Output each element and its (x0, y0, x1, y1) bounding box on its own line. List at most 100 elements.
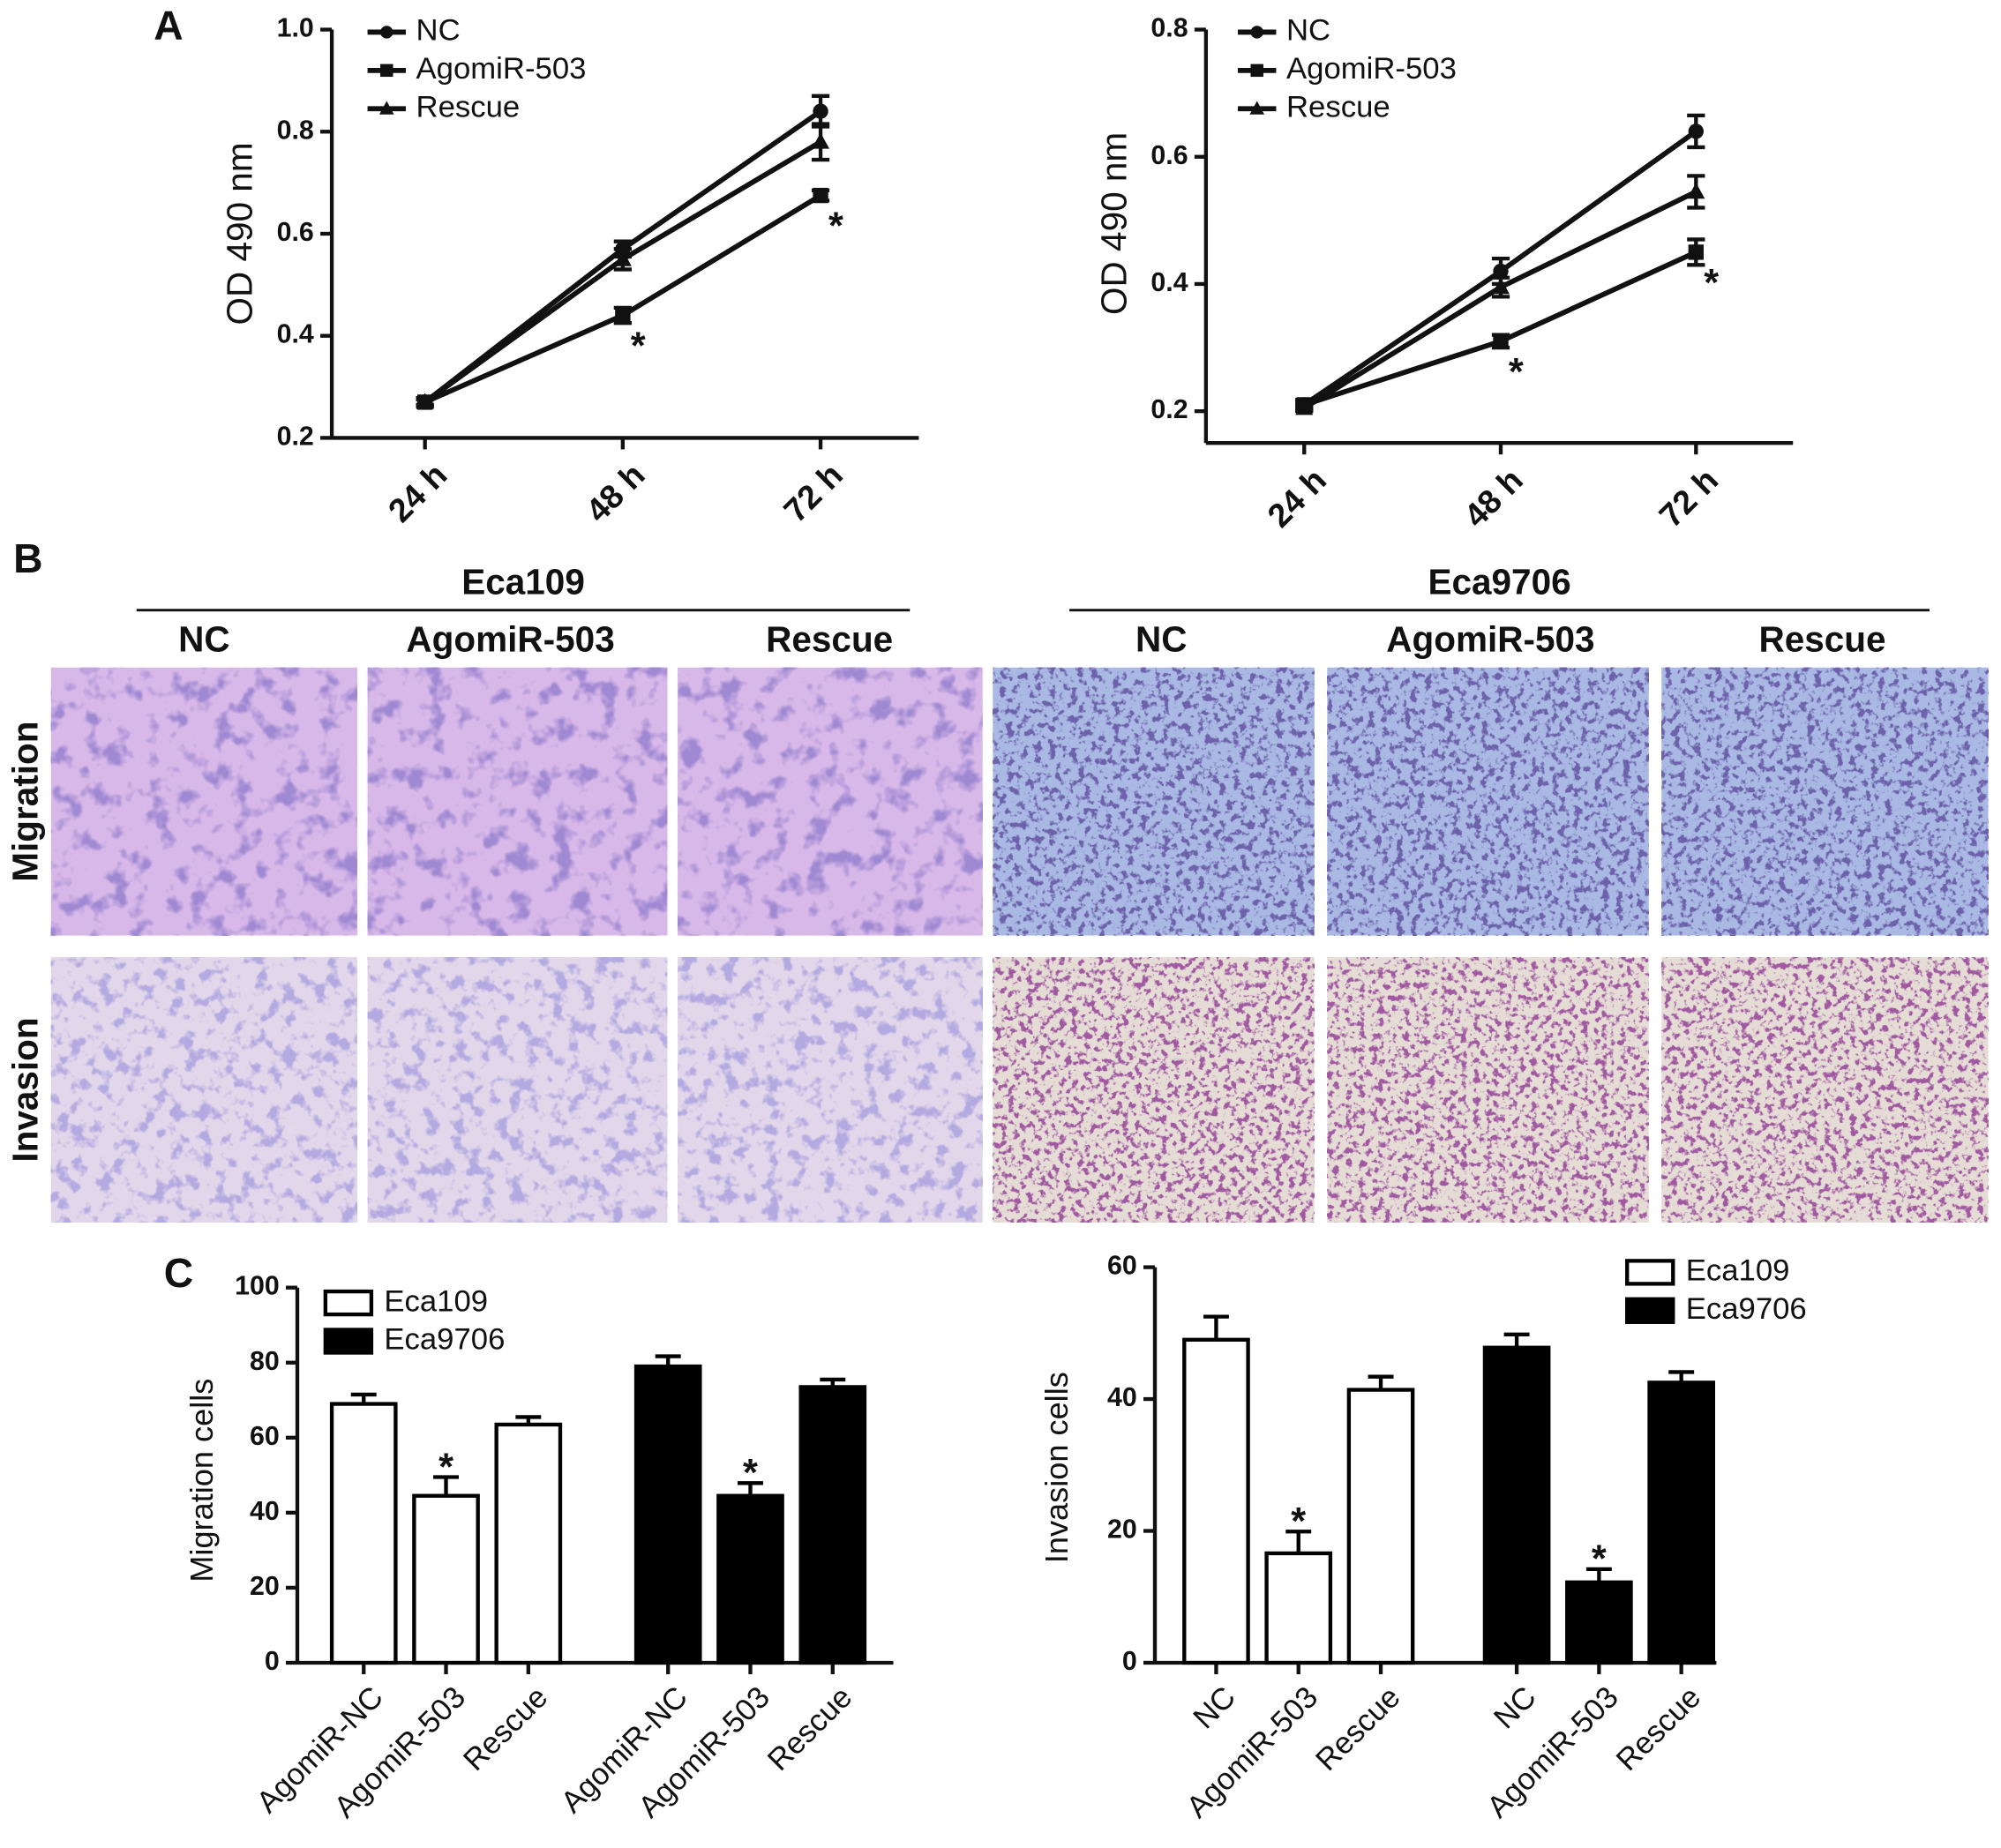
y-tick-label: 0.2 (1150, 395, 1188, 424)
y-tick-label: 0.4 (1150, 268, 1188, 297)
legend-swatch (323, 1289, 374, 1317)
bar (1346, 1388, 1415, 1665)
bar (1182, 1337, 1250, 1665)
x-tick-label: NC (1188, 1680, 1242, 1735)
y-tick-label: 80 (250, 1347, 280, 1376)
marker (813, 187, 828, 204)
marker (1295, 399, 1314, 415)
bar (798, 1385, 867, 1665)
bar (1264, 1551, 1333, 1665)
column-label: Rescue (766, 619, 893, 660)
panel-label: A (154, 2, 183, 48)
y-axis-label: Invasion cells (1038, 1372, 1075, 1563)
marker (813, 103, 828, 119)
legend-label: AgomiR-503 (416, 52, 587, 86)
y-tick-label: 0 (1122, 1647, 1137, 1676)
marker (1688, 244, 1704, 260)
y-tick-label: 60 (1107, 1252, 1137, 1281)
micrograph-cells (50, 957, 357, 1223)
annotation: * (438, 1446, 453, 1488)
marker (1492, 278, 1510, 295)
marker (1688, 123, 1704, 139)
marker (1249, 101, 1265, 115)
column-label: AgomiR-503 (1386, 619, 1594, 660)
bar (1647, 1380, 1715, 1665)
micrograph-cells (367, 667, 668, 936)
x-tick-label: Rescue (761, 1680, 858, 1777)
marker (615, 307, 631, 324)
y-tick-label: 100 (235, 1272, 280, 1301)
marker (1493, 333, 1509, 349)
x-tick-label: Rescue (1610, 1680, 1707, 1777)
marker (1250, 64, 1263, 78)
error-bar (1585, 1567, 1612, 1582)
panel-label: B (13, 535, 42, 581)
y-tick-label: 0.4 (277, 320, 314, 349)
column-label: Rescue (1758, 619, 1885, 660)
legend-label: Eca109 (384, 1284, 488, 1318)
marker (613, 250, 632, 266)
group-label: Eca109 (461, 561, 585, 602)
row-label: Invasion (5, 1017, 46, 1162)
y-tick-label: 40 (250, 1497, 280, 1526)
y-tick-label: 1.0 (277, 14, 314, 43)
bar (633, 1364, 702, 1665)
bar (329, 1402, 398, 1665)
error-bar (738, 1481, 763, 1496)
y-tick-label: 20 (250, 1572, 280, 1601)
x-tick-label: 72 h (1652, 461, 1725, 535)
x-tick-label: 24 h (381, 456, 454, 529)
marker (378, 101, 394, 115)
marker (1250, 26, 1263, 39)
micrograph-cells (993, 957, 1315, 1223)
error-bar (433, 1475, 459, 1496)
annotation: * (631, 325, 646, 368)
y-tick-label: 0.6 (1150, 141, 1188, 170)
legend-label: Rescue (1286, 90, 1390, 123)
annotation: * (828, 206, 843, 248)
micrograph-cells (1327, 957, 1649, 1223)
panel-label: C (164, 1250, 193, 1296)
y-tick-label: 40 (1107, 1383, 1137, 1412)
y-tick-label: 0 (265, 1647, 280, 1676)
x-tick-label: 48 h (579, 456, 652, 529)
row-label: Migration (5, 722, 46, 882)
bar (716, 1493, 784, 1665)
series-line (423, 139, 822, 405)
annotation: * (1291, 1500, 1306, 1543)
bar (1565, 1580, 1633, 1665)
x-tick-label: 24 h (1260, 461, 1333, 535)
micrograph-cells (678, 667, 983, 936)
annotation: * (1592, 1538, 1607, 1581)
group-label: Eca9706 (1428, 561, 1570, 602)
legend-swatch (1625, 1297, 1675, 1324)
legend-swatch (1625, 1259, 1675, 1286)
bar (1482, 1345, 1551, 1665)
marker (380, 26, 393, 39)
y-axis-label: Migration cells (184, 1379, 220, 1582)
legend-label: NC (416, 14, 461, 48)
column-label: NC (1135, 619, 1188, 660)
marker (1687, 182, 1705, 199)
legend-label: Eca109 (1686, 1254, 1790, 1288)
legend-label: Rescue (416, 90, 521, 123)
x-tick-label: 48 h (1457, 461, 1530, 535)
marker (812, 132, 830, 149)
legend-label: AgomiR-503 (1286, 52, 1457, 86)
y-tick-label: 0.8 (277, 116, 314, 145)
micrograph-cells (678, 957, 983, 1223)
legend-label: NC (1286, 14, 1330, 48)
column-label: NC (178, 619, 230, 660)
legend-swatch (323, 1328, 374, 1355)
micrograph-cells (993, 667, 1315, 936)
x-tick-label: 72 h (776, 456, 850, 529)
error-bar (1503, 1332, 1530, 1348)
error-bar (1203, 1314, 1229, 1340)
x-tick-label: Rescue (1309, 1680, 1406, 1777)
marker (1493, 263, 1509, 280)
bar (494, 1422, 563, 1665)
error-bar (1285, 1530, 1312, 1553)
series-line (423, 193, 822, 405)
annotation: * (1704, 262, 1719, 304)
